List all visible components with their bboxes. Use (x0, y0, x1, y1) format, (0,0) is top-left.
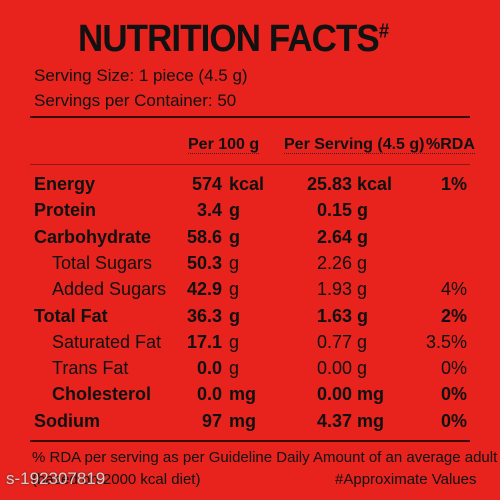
nutrient-name: Carbohydrate (34, 226, 152, 247)
per100-value: 97 (201, 410, 222, 431)
per-serving-unit: mg (357, 384, 384, 405)
title-text: NUTRITION FACTS (78, 18, 380, 60)
per100-value: 0.0 (196, 358, 222, 379)
per100-unit: g (229, 279, 240, 300)
column-header: %RDA (426, 136, 475, 154)
per-serving-unit: g (357, 305, 368, 326)
per100-value: 3.4 (196, 200, 222, 221)
per-serving-value: 4.37 (316, 410, 352, 431)
nutrient-name: Total Fat (34, 305, 108, 326)
footer-note: % RDA per serving as per Guideline Daily… (32, 449, 498, 466)
nutrient-name: Added Sugars (52, 279, 167, 300)
per100-value: 17.1 (186, 331, 222, 352)
per100-unit: mg (229, 410, 256, 431)
per-serving-unit: g (357, 226, 368, 247)
per100-value: 574 (191, 174, 222, 194)
divider (30, 116, 470, 118)
rda-value: 3.5% (425, 331, 467, 352)
per-serving-value: 25.83 (306, 174, 352, 194)
rda-value: 0% (440, 358, 467, 379)
rda-value: 2% (440, 305, 467, 326)
nutrient-name: Sodium (34, 410, 100, 431)
divider (30, 164, 470, 165)
title-mark: # (378, 20, 389, 43)
rda-value: 0% (440, 384, 467, 405)
per100-value: 36.3 (186, 305, 222, 326)
nutrient-name: Total Sugars (52, 252, 153, 273)
nutrient-name: Protein (34, 200, 97, 221)
per100-value: 0.0 (196, 384, 222, 405)
per-serving-unit: g (357, 200, 368, 221)
nutrient-name: Cholesterol (52, 384, 152, 405)
footer-note: (based on 2000 kcal diet) (32, 471, 201, 488)
watermark: s-192307819 (6, 469, 106, 488)
nutrient-name: Trans Fat (52, 358, 129, 379)
per100-unit: g (229, 305, 240, 326)
per100-value: 58.6 (186, 226, 222, 247)
per-serving-value: 0.00 (316, 358, 352, 379)
rda-value: 4% (440, 279, 467, 300)
per100-unit: mg (229, 384, 256, 405)
column-header: Per Serving (4.5 g) (284, 136, 425, 154)
per-serving-value: 1.63 (316, 305, 352, 326)
per100-value: 50.3 (186, 252, 222, 273)
rda-value: 1% (440, 174, 467, 194)
rda-value: 0% (440, 410, 467, 431)
per100-unit: g (229, 200, 240, 221)
nutrient-name: Energy (34, 174, 96, 194)
per-serving-value: 0.15 (316, 200, 352, 221)
serving-size: Serving Size: 1 piece (4.5 g) (34, 66, 248, 85)
per100-unit: g (229, 358, 240, 379)
per-serving-unit: g (357, 331, 368, 352)
per-serving-unit: kcal (357, 174, 393, 194)
per100-unit: kcal (229, 174, 265, 194)
per-serving-value: 0.77 (316, 331, 352, 352)
per-serving-value: 2.26 (316, 252, 352, 273)
per100-unit: g (229, 331, 240, 352)
servings-per-container: Servings per Container: 50 (34, 91, 237, 110)
divider (30, 440, 470, 442)
per100-value: 42.9 (186, 279, 222, 300)
nutrient-name: Saturated Fat (52, 331, 162, 352)
per-serving-value: 0.00 (316, 384, 352, 405)
per-serving-value: 1.93 (316, 279, 352, 300)
per-serving-unit: mg (357, 410, 384, 431)
per-serving-unit: g (357, 279, 368, 300)
column-header: Per 100 g (188, 136, 260, 154)
per100-unit: g (229, 226, 240, 247)
per-serving-unit: g (357, 358, 368, 379)
per-serving-value: 2.64 (316, 226, 352, 247)
title: NUTRITION FACTS# (78, 18, 389, 60)
footer-approx: #Approximate Values (335, 471, 477, 488)
per100-unit: g (229, 252, 240, 273)
per-serving-unit: g (357, 252, 368, 273)
